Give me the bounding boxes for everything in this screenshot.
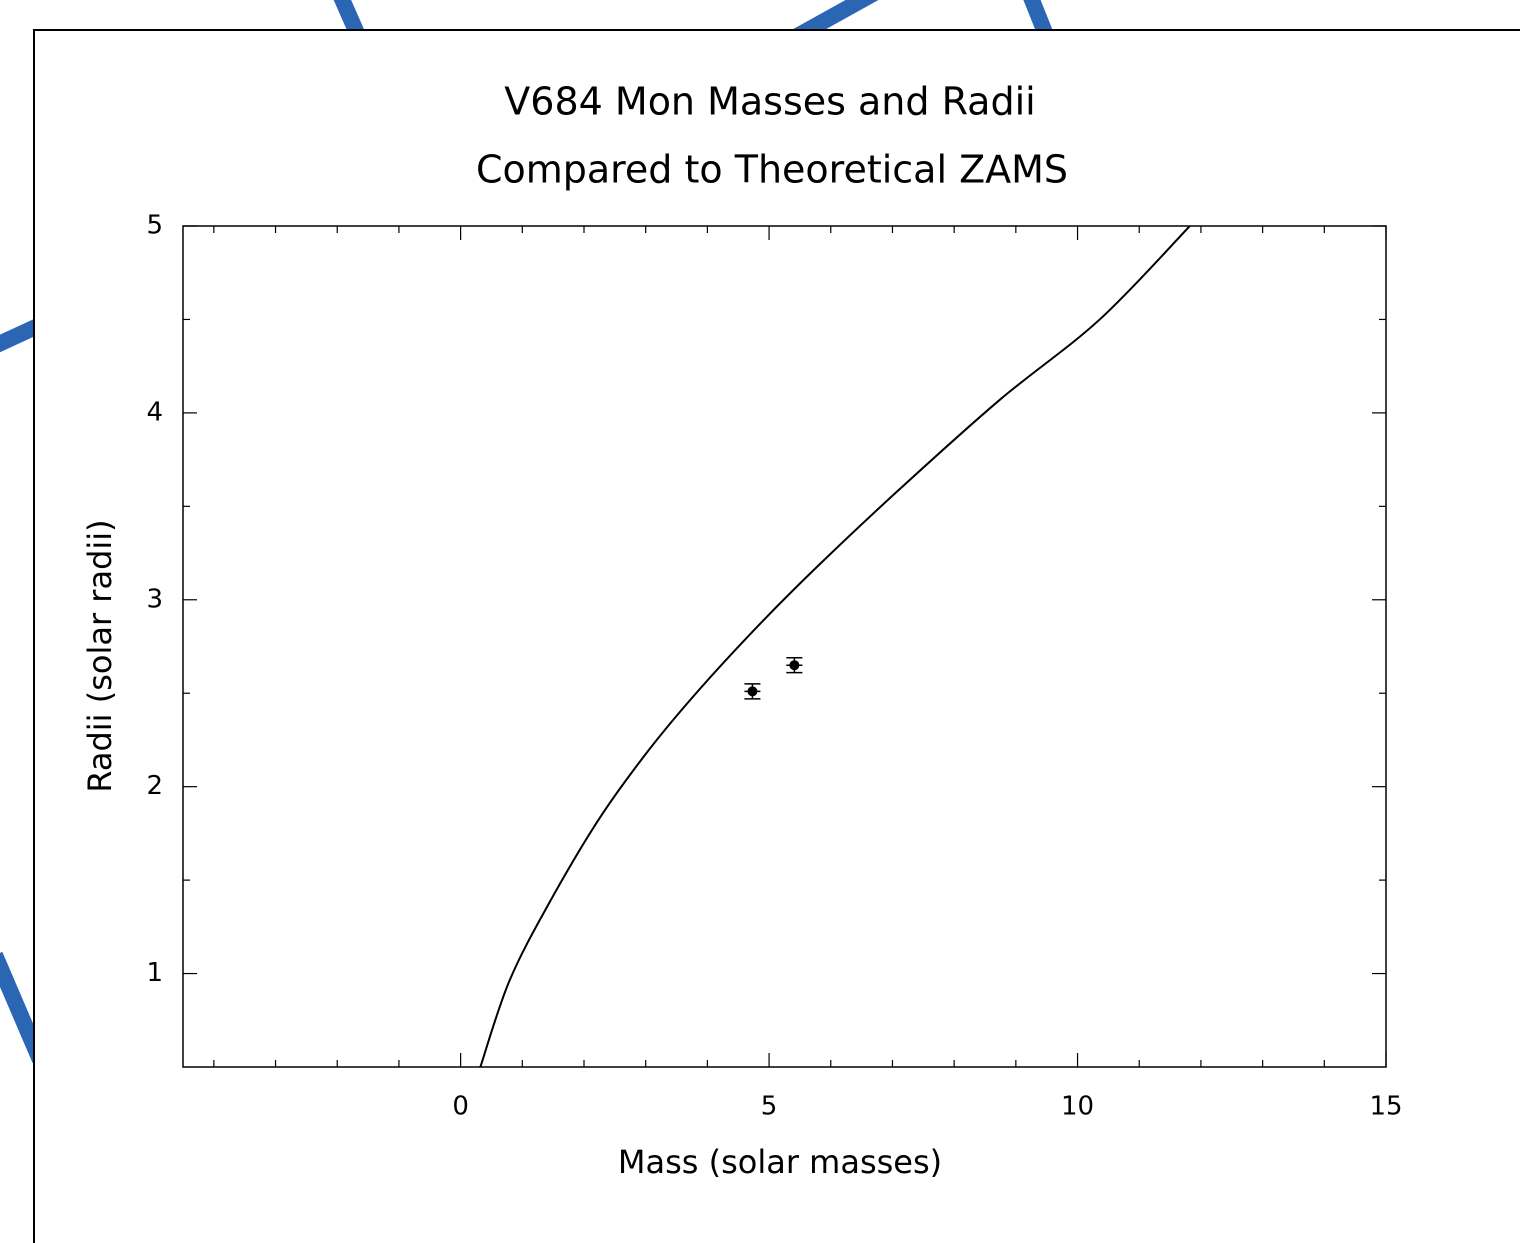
y-axis-label: Radii (solar radii): [81, 519, 119, 792]
data-point: [789, 660, 800, 671]
zams-curve: [479, 226, 1191, 1067]
stripe: [0, 317, 44, 353]
stripe: [0, 951, 48, 1064]
x-axis-label: Mass (solar masses): [618, 1143, 942, 1181]
chart-subtitle: Compared to Theoretical ZAMS: [476, 148, 1068, 192]
x-tick-label: 10: [1061, 1092, 1094, 1122]
plot-frame: [182, 225, 1387, 1068]
y-tick-label: 3: [146, 584, 163, 614]
y-tick-label: 4: [146, 397, 163, 427]
panel: [33, 29, 1520, 1243]
plot-area: [479, 226, 1191, 1067]
x-tick-label: 15: [1369, 1092, 1402, 1122]
chart-title: V684 Mon Masses and Radii: [504, 80, 1035, 124]
x-tick-label: 5: [761, 1092, 778, 1122]
x-tick-label: 0: [452, 1092, 469, 1122]
data-point: [747, 686, 758, 697]
y-tick-label: 5: [146, 211, 163, 241]
y-tick-label: 2: [146, 771, 163, 801]
y-tick-label: 1: [146, 958, 163, 988]
